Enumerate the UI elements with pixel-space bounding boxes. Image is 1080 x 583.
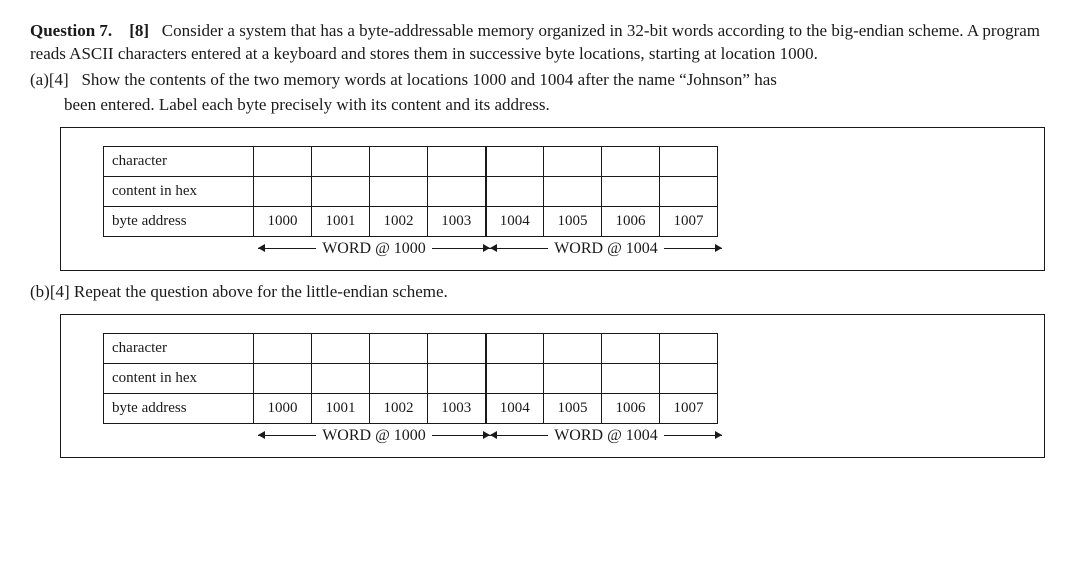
cell <box>370 333 428 363</box>
memory-table-b: character content in hex byte address 10… <box>103 333 718 424</box>
row-label-character: character <box>104 146 254 176</box>
part-b-text: (b)[4] Repeat the question above for the… <box>30 281 1050 304</box>
cell <box>602 146 660 176</box>
cell: 1002 <box>370 206 428 236</box>
cell <box>370 363 428 393</box>
cell <box>428 363 486 393</box>
part-a-line2: been entered. Label each byte precisely … <box>30 94 1050 117</box>
cell <box>660 363 718 393</box>
cell: 1007 <box>660 393 718 423</box>
cell <box>370 176 428 206</box>
cell <box>312 176 370 206</box>
word-label: WORD @ 1004 <box>548 427 664 445</box>
word-group-1004: WORD @ 1004 <box>490 427 722 445</box>
arrow-right-icon <box>432 248 490 249</box>
cell <box>486 333 544 363</box>
cell: 1002 <box>370 393 428 423</box>
row-label-hex: content in hex <box>104 176 254 206</box>
word-group-1000: WORD @ 1000 <box>258 427 490 445</box>
table-row: content in hex <box>104 176 718 206</box>
table-row: character <box>104 146 718 176</box>
cell <box>544 146 602 176</box>
row-label-address: byte address <box>104 206 254 236</box>
part-b-label: (b)[4] Repeat the question above for the… <box>30 282 448 301</box>
word-label: WORD @ 1000 <box>316 427 432 445</box>
cell: 1000 <box>254 393 312 423</box>
cell: 1004 <box>486 393 544 423</box>
cell <box>428 333 486 363</box>
table-row: character <box>104 333 718 363</box>
cell <box>544 176 602 206</box>
cell <box>254 333 312 363</box>
cell <box>370 146 428 176</box>
cell <box>486 146 544 176</box>
cell: 1003 <box>428 393 486 423</box>
cell <box>660 176 718 206</box>
part-a-line1: (a)[4] Show the contents of the two memo… <box>30 69 1050 92</box>
table-row: content in hex <box>104 363 718 393</box>
cell: 1005 <box>544 206 602 236</box>
cell <box>544 333 602 363</box>
cell: 1005 <box>544 393 602 423</box>
word-label: WORD @ 1004 <box>548 240 664 258</box>
part-a-text1: Show the contents of the two memory word… <box>81 70 776 89</box>
cell: 1003 <box>428 206 486 236</box>
cell <box>660 333 718 363</box>
question-stem: Question 7. [8] Consider a system that h… <box>30 20 1050 66</box>
cell <box>428 146 486 176</box>
cell <box>312 363 370 393</box>
row-label-character: character <box>104 333 254 363</box>
memory-table-a: character content in hex byte address 10… <box>103 146 718 237</box>
cell <box>544 363 602 393</box>
cell: 1001 <box>312 206 370 236</box>
question-number: Question 7. <box>30 21 112 40</box>
cell: 1000 <box>254 206 312 236</box>
arrow-right-icon <box>664 435 722 436</box>
cell: 1006 <box>602 393 660 423</box>
cell <box>254 146 312 176</box>
arrow-left-icon <box>258 435 316 436</box>
word-group-1004: WORD @ 1004 <box>490 240 722 258</box>
cell <box>602 363 660 393</box>
cell: 1001 <box>312 393 370 423</box>
cell <box>602 333 660 363</box>
cell <box>486 363 544 393</box>
table-a-container: character content in hex byte address 10… <box>60 127 1045 271</box>
word-labels-a: WORD @ 1000 WORD @ 1004 <box>258 239 1022 260</box>
part-a-label: (a)[4] <box>30 70 69 89</box>
table-row: byte address 1000 1001 1002 1003 1004 10… <box>104 393 718 423</box>
arrow-left-icon <box>258 248 316 249</box>
cell <box>486 176 544 206</box>
question-text: Consider a system that has a byte-addres… <box>30 21 1040 63</box>
row-label-address: byte address <box>104 393 254 423</box>
table-row: byte address 1000 1001 1002 1003 1004 10… <box>104 206 718 236</box>
cell <box>602 176 660 206</box>
cell <box>660 146 718 176</box>
part-a-text2: been entered. Label each byte precisely … <box>64 95 550 114</box>
table-b-container: character content in hex byte address 10… <box>60 314 1045 458</box>
row-label-hex: content in hex <box>104 363 254 393</box>
word-group-1000: WORD @ 1000 <box>258 240 490 258</box>
arrow-left-icon <box>490 248 548 249</box>
word-labels-b: WORD @ 1000 WORD @ 1004 <box>258 426 1022 447</box>
cell <box>254 363 312 393</box>
cell <box>312 333 370 363</box>
question-points: [8] <box>129 21 149 40</box>
cell <box>428 176 486 206</box>
cell <box>254 176 312 206</box>
arrow-left-icon <box>490 435 548 436</box>
cell: 1007 <box>660 206 718 236</box>
arrow-right-icon <box>432 435 490 436</box>
arrow-right-icon <box>664 248 722 249</box>
cell <box>312 146 370 176</box>
cell: 1004 <box>486 206 544 236</box>
cell: 1006 <box>602 206 660 236</box>
word-label: WORD @ 1000 <box>316 240 432 258</box>
